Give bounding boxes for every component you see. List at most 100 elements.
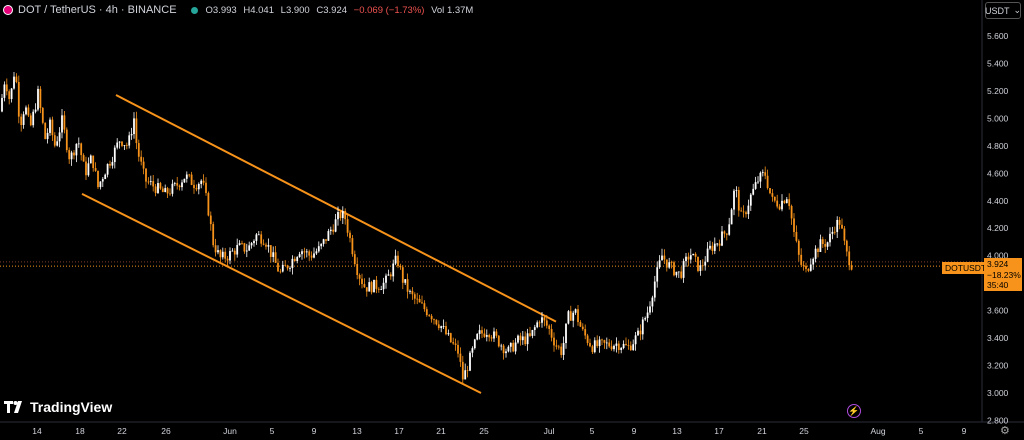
candle-body xyxy=(226,258,229,261)
candle-body xyxy=(109,163,111,166)
ohlc-readout: O3.993 H4.041 L3.900 C3.924 −0.069 (−1.7… xyxy=(205,4,474,16)
candle-body xyxy=(3,84,6,98)
candle-body xyxy=(502,345,505,354)
candle-body xyxy=(173,183,176,184)
tradingview-logo[interactable]: TradingView xyxy=(4,399,112,415)
candle-body xyxy=(257,234,260,236)
candle-body xyxy=(255,234,258,241)
candle-body xyxy=(814,248,817,259)
candle-body xyxy=(310,255,313,258)
candle-body xyxy=(433,319,435,321)
y-tick-label: 3.200 xyxy=(987,361,1009,371)
candle-body xyxy=(41,107,44,123)
candle-body xyxy=(733,190,735,210)
candle-body xyxy=(697,256,699,272)
candle-body xyxy=(447,333,450,335)
candle-body xyxy=(521,336,524,341)
candle-body xyxy=(670,262,673,264)
candle-body xyxy=(526,333,529,345)
y-tick-label: 4.600 xyxy=(987,168,1009,178)
candle-body xyxy=(15,76,18,82)
candle-body xyxy=(75,143,78,156)
candle-body xyxy=(663,255,666,260)
candle-body xyxy=(159,183,162,189)
candle-body xyxy=(202,180,205,183)
candle-body xyxy=(769,188,771,194)
candle-body xyxy=(373,279,375,293)
x-tick-label: 18 xyxy=(75,426,85,436)
candle-body xyxy=(22,114,25,125)
candle-body xyxy=(130,134,133,136)
candle-body xyxy=(197,183,200,190)
candle-body xyxy=(723,231,726,234)
candle-body xyxy=(428,315,431,316)
lightning-icon[interactable]: ⚡ xyxy=(847,404,861,418)
candle-body xyxy=(800,254,803,265)
candle-body xyxy=(785,199,788,204)
candle-body xyxy=(368,282,371,292)
y-tick-label: 3.600 xyxy=(987,306,1009,316)
candle-body xyxy=(291,258,294,269)
candle-body xyxy=(152,181,155,187)
candle-body xyxy=(497,335,500,347)
candle-body xyxy=(740,210,743,212)
x-tick-label: 5 xyxy=(590,426,595,436)
candle-body xyxy=(397,255,399,267)
change-value: −0.069 (−1.73%) xyxy=(353,4,425,16)
candle-body xyxy=(505,351,507,354)
candle-body xyxy=(701,265,704,267)
candle-body xyxy=(478,330,481,334)
candle-body xyxy=(836,219,839,232)
candle-body xyxy=(514,342,517,352)
candle-body xyxy=(802,264,805,266)
candle-body xyxy=(25,107,27,115)
candle-body xyxy=(380,289,383,291)
candle-body xyxy=(529,333,531,336)
candle-body xyxy=(1,97,3,112)
candle-body xyxy=(183,178,186,183)
currency-select-button[interactable]: USDT ⌄ xyxy=(985,2,1021,19)
y-tick-label: 2.800 xyxy=(987,415,1009,425)
candle-body xyxy=(363,284,366,288)
channel-lower-line[interactable] xyxy=(81,193,482,394)
candle-body xyxy=(149,181,152,182)
x-tick-label: 17 xyxy=(394,426,404,436)
candle-body xyxy=(581,326,584,330)
candle-body xyxy=(721,231,723,246)
candle-body xyxy=(29,115,32,126)
candle-body xyxy=(553,337,555,346)
candle-body xyxy=(394,255,397,264)
candle-body xyxy=(267,245,270,247)
candle-body xyxy=(562,343,565,355)
candle-body xyxy=(445,326,447,335)
candle-body xyxy=(181,182,183,188)
candle-body xyxy=(277,262,279,272)
x-tick-label: 17 xyxy=(714,426,724,436)
candle-body xyxy=(370,282,373,293)
candle-body xyxy=(485,335,488,337)
candle-body xyxy=(490,337,493,339)
candle-body xyxy=(209,215,212,225)
candle-body xyxy=(461,361,464,380)
candle-body xyxy=(536,322,539,328)
candle-body xyxy=(766,175,769,189)
candle-body xyxy=(353,254,356,265)
channel-upper-line[interactable] xyxy=(115,94,557,323)
candle-body xyxy=(200,180,203,184)
candle-body xyxy=(833,231,836,233)
candle-body xyxy=(761,172,764,174)
candle-body xyxy=(99,181,102,188)
candle-body xyxy=(274,252,277,263)
candle-body xyxy=(776,200,779,207)
candle-body xyxy=(673,262,675,276)
candle-body xyxy=(843,228,846,241)
candle-body xyxy=(10,88,13,100)
candle-body xyxy=(293,258,296,262)
candle-body xyxy=(361,278,363,285)
dot-coin-icon xyxy=(3,5,13,15)
candle-body xyxy=(409,290,411,292)
settings-icon[interactable]: ⚙ xyxy=(1000,425,1010,437)
symbol-title[interactable]: DOT / TetherUS · 4h · BINANCE xyxy=(18,4,177,16)
candle-body xyxy=(545,320,548,326)
